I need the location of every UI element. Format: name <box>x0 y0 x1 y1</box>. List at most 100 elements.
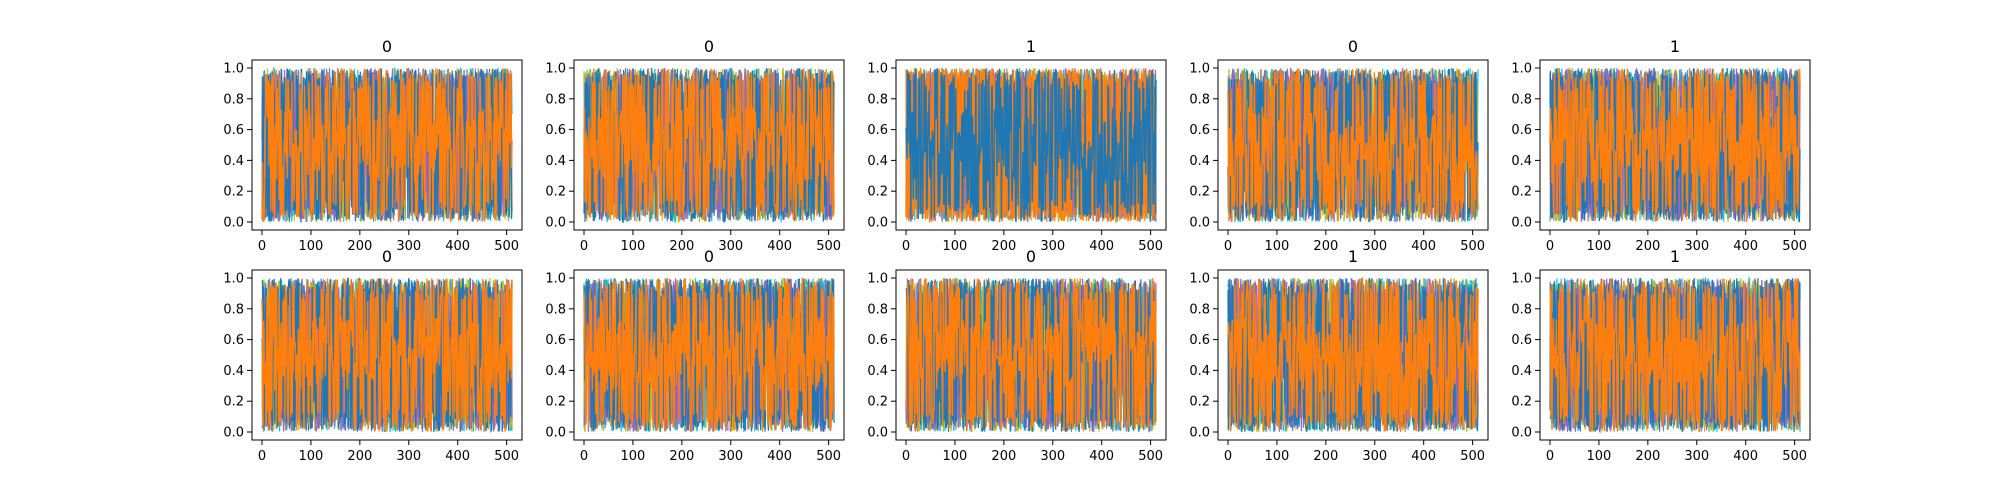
y-tick-label: 0.0 <box>1511 426 1532 441</box>
y-tick-label: 0.8 <box>545 302 566 317</box>
x-tick-label: 500 <box>494 239 519 254</box>
line-series_b <box>261 278 513 432</box>
y-tick-label: 0.8 <box>1189 92 1210 107</box>
x-tick-label: 0 <box>1224 239 1232 254</box>
x-tick-label: 500 <box>816 239 841 254</box>
y-tick-label: 0.0 <box>1189 426 1210 441</box>
y-tick-label: 0.2 <box>545 395 566 410</box>
y-tick-label: 1.0 <box>867 62 888 77</box>
y-tick-label: 0.8 <box>1511 302 1532 317</box>
plot-area <box>583 67 835 224</box>
x-tick-label: 0 <box>580 449 588 464</box>
y-tick-label: 0.6 <box>223 123 244 138</box>
x-tick-label: 400 <box>445 449 470 464</box>
y-tick-label: 0.2 <box>867 395 888 410</box>
line-series_a <box>583 67 835 224</box>
subplot-9: 0 100 200 300 400 500 0.0 0.2 0.4 0.6 0.8 1.0 1 <box>1511 247 1811 464</box>
x-tick-label: 300 <box>1362 239 1387 254</box>
y-tick-label: 0.8 <box>867 92 888 107</box>
x-tick-label: 200 <box>669 449 694 464</box>
axes-frame <box>1539 269 1811 441</box>
y-tick-label: 1.0 <box>223 272 244 287</box>
subplot-title: 0 <box>382 247 392 266</box>
y-tick-label: 0.4 <box>223 154 244 169</box>
x-tick-label: 300 <box>718 239 743 254</box>
line-series_b <box>1549 278 1801 432</box>
x-tick-label: 200 <box>347 239 372 254</box>
x-tick-label: 500 <box>1782 239 1807 254</box>
plot-area <box>261 66 513 223</box>
subplot-title: 1 <box>1670 37 1680 56</box>
x-tick-label: 500 <box>1138 449 1163 464</box>
y-tick-label: 0.4 <box>867 154 888 169</box>
y-tick-label: 0.4 <box>1511 364 1532 379</box>
y-tick-label: 1.0 <box>545 272 566 287</box>
subplot-title: 0 <box>1348 37 1358 56</box>
subplot-1: 0 100 200 300 400 500 0.0 0.2 0.4 0.6 0.8 1.0 0 <box>545 37 845 254</box>
line-series_b <box>905 277 1157 432</box>
x-tick-label: 100 <box>1587 449 1612 464</box>
y-tick-label: 0.0 <box>867 426 888 441</box>
x-tick-label: 400 <box>767 239 792 254</box>
x-tick-label: 100 <box>943 239 968 254</box>
x-tick-label: 200 <box>347 449 372 464</box>
x-tick-label: 500 <box>494 449 519 464</box>
y-tick-label: 0.4 <box>1189 364 1210 379</box>
axes-frame <box>1217 59 1489 231</box>
y-tick-label: 0.2 <box>223 185 244 200</box>
y-tick-label: 0.0 <box>545 216 566 231</box>
x-tick-label: 300 <box>1684 449 1709 464</box>
y-tick-label: 0.6 <box>1189 123 1210 138</box>
x-tick-label: 200 <box>991 449 1016 464</box>
plot-area <box>1227 276 1479 432</box>
x-tick-label: 300 <box>396 449 421 464</box>
x-tick-label: 300 <box>718 449 743 464</box>
axes-frame <box>251 269 523 441</box>
x-tick-label: 200 <box>669 239 694 254</box>
subplot-6: 0 100 200 300 400 500 0.0 0.2 0.4 0.6 0.8 1.0 0 <box>545 247 845 464</box>
subplot-title: 1 <box>1348 247 1358 266</box>
y-tick-label: 0.0 <box>545 426 566 441</box>
x-tick-label: 200 <box>1635 449 1660 464</box>
x-tick-label: 0 <box>580 239 588 254</box>
subplot-title: 1 <box>1026 37 1036 56</box>
x-tick-label: 500 <box>1460 239 1485 254</box>
axes-frame <box>573 59 845 231</box>
x-tick-label: 400 <box>767 449 792 464</box>
x-tick-label: 200 <box>1313 239 1338 254</box>
x-tick-label: 0 <box>902 449 910 464</box>
x-tick-label: 300 <box>396 239 421 254</box>
axes-frame <box>895 269 1167 441</box>
subplot-3: 0 100 200 300 400 500 0.0 0.2 0.4 0.6 0.8 1.0 0 <box>1189 37 1489 254</box>
x-tick-label: 500 <box>816 449 841 464</box>
subplot-title: 0 <box>382 37 392 56</box>
line-series_a <box>905 68 1157 222</box>
axes-frame <box>895 59 1167 231</box>
y-tick-label: 0.2 <box>545 185 566 200</box>
x-tick-label: 0 <box>902 239 910 254</box>
x-tick-label: 100 <box>299 239 324 254</box>
x-tick-label: 0 <box>1546 239 1554 254</box>
plot-area <box>1549 67 1801 223</box>
axes-frame <box>573 269 845 441</box>
x-tick-label: 500 <box>1782 449 1807 464</box>
subplot-title: 0 <box>704 37 714 56</box>
y-tick-label: 0.8 <box>1511 92 1532 107</box>
subplot-8: 0 100 200 300 400 500 0.0 0.2 0.4 0.6 0.8 1.0 1 <box>1189 247 1489 464</box>
x-tick-label: 400 <box>445 239 470 254</box>
x-tick-label: 0 <box>1224 449 1232 464</box>
x-tick-label: 400 <box>1411 449 1436 464</box>
y-tick-label: 0.2 <box>223 395 244 410</box>
y-tick-label: 0.2 <box>1511 185 1532 200</box>
line-series_b <box>583 68 835 222</box>
y-tick-label: 0.8 <box>1189 302 1210 317</box>
y-tick-label: 0.4 <box>1189 154 1210 169</box>
x-tick-label: 100 <box>1265 449 1290 464</box>
y-tick-label: 0.6 <box>1511 333 1532 348</box>
y-tick-label: 1.0 <box>1511 62 1532 77</box>
subplot-7: 0 100 200 300 400 500 0.0 0.2 0.4 0.6 0.8 1.0 0 <box>867 247 1167 464</box>
x-tick-label: 400 <box>1089 239 1114 254</box>
x-tick-label: 400 <box>1089 449 1114 464</box>
x-tick-label: 400 <box>1733 449 1758 464</box>
